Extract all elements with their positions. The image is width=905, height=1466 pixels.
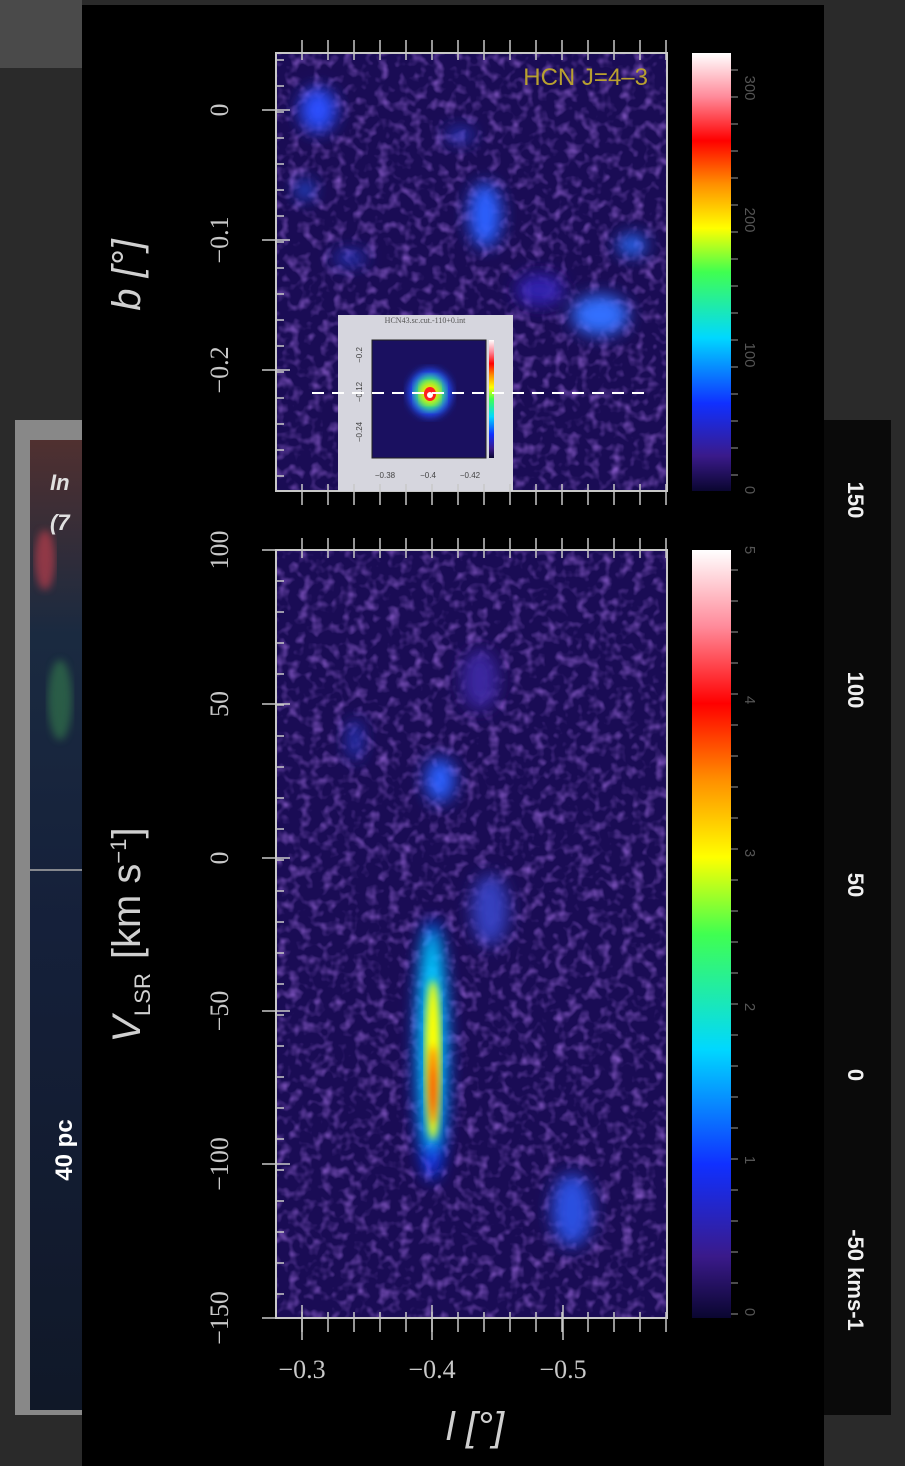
pv-y-tick-label: −50 bbox=[205, 991, 234, 1032]
y-label-symbol: V bbox=[105, 1013, 149, 1043]
x-tick-label: −0.5 bbox=[539, 1355, 586, 1384]
pv-frame bbox=[275, 549, 668, 1319]
pv-y-tick-label: 0 bbox=[205, 852, 234, 865]
map-y-tick-label: −0.1 bbox=[205, 216, 234, 263]
map-label: HCN J=4–3 bbox=[523, 64, 648, 91]
inset-ticks: −0.38 −0.4 −0.42 −0.2 −0.12 −0.24 bbox=[355, 347, 481, 480]
bg-panel-right bbox=[823, 420, 891, 1415]
pv-y-tick-label: 50 bbox=[205, 691, 234, 717]
inset-colorbar bbox=[489, 340, 494, 458]
map-colorbar-tick-label: 0 bbox=[741, 486, 758, 494]
pv-colorbar-tick-label: 5 bbox=[741, 546, 758, 554]
map-colorbar-tick-label: 100 bbox=[741, 342, 758, 367]
inset-y-tick-label: −0.24 bbox=[355, 421, 364, 442]
y-label-exp: −1 bbox=[106, 839, 131, 864]
pv-y-tick-label: −150 bbox=[205, 1291, 234, 1345]
y-label-unit: [km s bbox=[105, 864, 149, 960]
pv-y-label: VLSR [km s−1] bbox=[105, 827, 155, 1042]
pv-colorbar-tick-label: 4 bbox=[741, 696, 758, 704]
bg-panel-left bbox=[30, 440, 85, 1410]
inset-x-tick-label: −0.4 bbox=[420, 471, 436, 480]
bg-velocity-label: -50 kms-1 bbox=[843, 1229, 868, 1331]
bg-blob bbox=[48, 660, 72, 740]
bg-blob bbox=[35, 530, 55, 590]
map-colorbar-tick-label: 300 bbox=[741, 75, 758, 100]
y-label-close: ] bbox=[105, 827, 149, 838]
bg-velocity-label: 150 bbox=[843, 482, 868, 519]
map-y-label: b [°] bbox=[105, 238, 149, 310]
inset-y-tick-label: −0.12 bbox=[355, 381, 364, 402]
pv-y-tick-label: 100 bbox=[205, 531, 234, 570]
x-label: l [°] bbox=[446, 1405, 505, 1449]
map-y-tick-label: 0 bbox=[205, 104, 234, 117]
pv-colorbar bbox=[692, 550, 731, 1318]
map-colorbar bbox=[692, 53, 731, 491]
pv-colorbar-tick-label: 3 bbox=[741, 849, 758, 857]
bg-scale: 40 pc bbox=[51, 1119, 78, 1180]
bg-label: (7 bbox=[50, 510, 71, 535]
inset-title: HCN43.sc.cut.-110+0.int bbox=[385, 316, 466, 325]
pv-colorbar-tick-label: 0 bbox=[741, 1308, 758, 1316]
top-bar bbox=[0, 0, 82, 68]
pv-y-tick-label: −100 bbox=[205, 1137, 234, 1191]
pv-colorbar-tick-label: 1 bbox=[741, 1156, 758, 1164]
bg-velocity-label: 100 bbox=[843, 672, 868, 709]
y-label-sub: LSR bbox=[130, 973, 155, 1016]
map-y-tick-label: −0.2 bbox=[205, 346, 234, 393]
x-tick-label: −0.4 bbox=[408, 1355, 455, 1384]
inset-x-tick-label: −0.38 bbox=[375, 471, 396, 480]
bg-velocity-label: 50 bbox=[843, 873, 868, 897]
map-colorbar-tick-label: 200 bbox=[741, 207, 758, 232]
bg-right-labels: 150 100 50 0 -50 kms-1 bbox=[843, 482, 868, 1331]
x-tick-label: −0.3 bbox=[278, 1355, 325, 1384]
inset-x-tick-label: −0.42 bbox=[460, 471, 481, 480]
map-emission bbox=[297, 88, 646, 335]
inset-source bbox=[408, 369, 452, 417]
pv-core bbox=[425, 980, 441, 1140]
inset-y-tick-label: −0.2 bbox=[355, 347, 364, 363]
bg-label: In bbox=[50, 470, 70, 495]
pv-colorbar-tick-label: 2 bbox=[741, 1003, 758, 1011]
bg-velocity-label: 0 bbox=[843, 1069, 868, 1081]
